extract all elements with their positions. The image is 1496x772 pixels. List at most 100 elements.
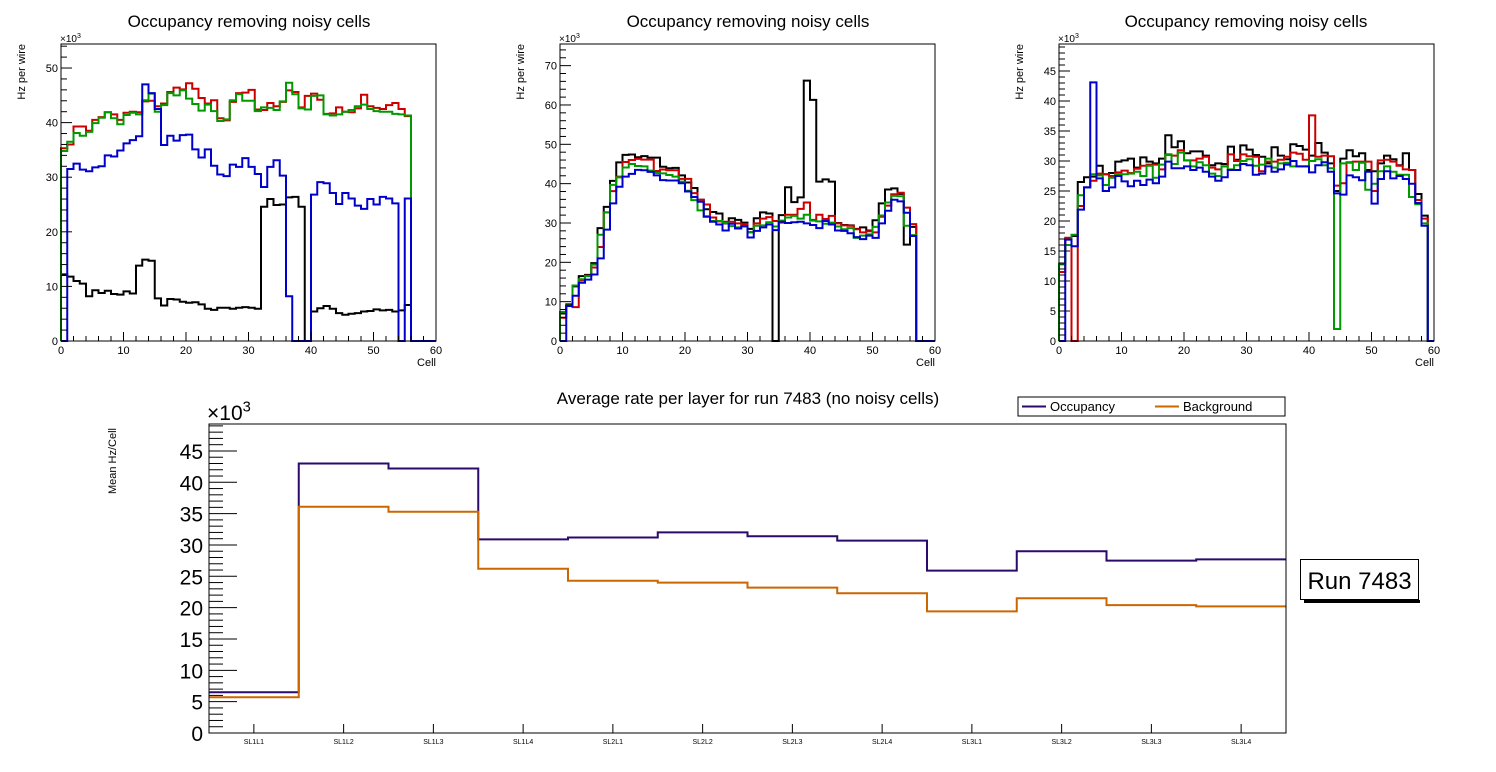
y-tick-label: 45 xyxy=(180,441,203,464)
x-tick-label: 0 xyxy=(1056,345,1062,357)
x-tick-label: SL2L1 xyxy=(603,739,623,746)
y-exponent-label: ×103 xyxy=(1058,33,1079,45)
y-tick-label: 15 xyxy=(180,629,203,652)
y-tick-label: 15 xyxy=(1044,246,1056,258)
x-tick-label: SL2L3 xyxy=(782,739,802,746)
x-tick-label: 0 xyxy=(557,345,563,357)
y-tick-label: 40 xyxy=(46,118,58,130)
x-tick-label: 20 xyxy=(1178,345,1190,357)
y-tick-label: 40 xyxy=(545,179,557,191)
y-tick-label: 60 xyxy=(545,100,557,112)
y-exponent-label: ×103 xyxy=(559,33,580,45)
exponent-power: 3 xyxy=(1075,33,1079,40)
y-tick-label: 5 xyxy=(1050,306,1056,318)
x-tick-label: SL3L2 xyxy=(1052,739,1072,746)
x-tick-label: 40 xyxy=(1303,345,1315,357)
y-tick-label: 0 xyxy=(191,723,203,746)
x-tick-label: SL2L4 xyxy=(872,739,892,746)
x-tick-label: SL1L3 xyxy=(423,739,443,746)
x-tick-label: 40 xyxy=(804,345,816,357)
y-tick-label: 20 xyxy=(1044,216,1056,228)
x-tick-label: SL1L2 xyxy=(334,739,354,746)
y-axis-label: Hz per wire xyxy=(515,44,527,100)
series-layer-black xyxy=(60,195,436,342)
x-tick-label: 50 xyxy=(866,345,878,357)
x-tick-label: 30 xyxy=(242,345,254,357)
y-tick-label: 20 xyxy=(545,257,557,269)
chart-title: Occupancy removing noisy cells xyxy=(128,12,371,31)
y-tick-label: 20 xyxy=(180,598,203,621)
y-exponent-label: ×103 xyxy=(207,400,251,425)
y-tick-label: 25 xyxy=(180,566,203,589)
exponent-power: 3 xyxy=(576,33,580,40)
x-tick-label: 0 xyxy=(58,345,64,357)
y-tick-label: 30 xyxy=(545,218,557,230)
x-tick-label: 60 xyxy=(929,345,941,357)
y-tick-label: 30 xyxy=(46,172,58,184)
x-tick-label: 60 xyxy=(1428,345,1440,357)
y-tick-label: 0 xyxy=(52,336,58,348)
exponent-power: 3 xyxy=(243,400,251,416)
y-tick-label: 40 xyxy=(1044,96,1056,108)
series-layer-blue xyxy=(61,83,436,342)
legend-entry-background: Background xyxy=(1183,399,1252,414)
y-tick-label: 35 xyxy=(1044,126,1056,138)
x-tick-label: SL3L1 xyxy=(962,739,982,746)
x-axis-label: Cell xyxy=(417,357,436,369)
y-tick-label: 40 xyxy=(180,472,203,495)
series-layer-green xyxy=(1058,151,1434,342)
legend: Occupancy Background xyxy=(1017,396,1286,417)
y-tick-label: 10 xyxy=(46,281,58,293)
y-axis-label: Hz per wire xyxy=(16,44,28,100)
y-tick-label: 30 xyxy=(1044,156,1056,168)
y-tick-label: 50 xyxy=(545,139,557,151)
x-tick-label: 10 xyxy=(1115,345,1127,357)
layer-average-panel: Average rate per layer for run 7483 (no … xyxy=(107,389,1420,746)
run-annotation: Run 7483 xyxy=(1300,559,1420,603)
exponent-base: ×10 xyxy=(1058,34,1075,45)
x-tick-label: 20 xyxy=(679,345,691,357)
x-tick-label: 50 xyxy=(1365,345,1377,357)
annotation-box xyxy=(1300,559,1419,600)
series-layer-black xyxy=(559,79,935,342)
x-tick-label: SL1L1 xyxy=(244,739,264,746)
y-tick-label: 45 xyxy=(1044,66,1056,78)
y-tick-label: 0 xyxy=(1050,336,1056,348)
x-tick-label: SL1L4 xyxy=(513,739,533,746)
y-tick-label: 10 xyxy=(1044,276,1056,288)
chart-title: Average rate per layer for run 7483 (no … xyxy=(557,389,939,408)
x-tick-label: 10 xyxy=(117,345,129,357)
x-tick-label: 20 xyxy=(180,345,192,357)
y-tick-label: 70 xyxy=(545,61,557,73)
chart-title: Occupancy removing noisy cells xyxy=(627,12,870,31)
y-exponent-label: ×103 xyxy=(60,33,81,45)
legend-box xyxy=(1017,396,1286,417)
y-axis-label: Hz per wire xyxy=(1014,44,1026,100)
exponent-base: ×10 xyxy=(207,402,243,425)
plot-frame xyxy=(208,423,1287,734)
x-tick-label: 10 xyxy=(616,345,628,357)
x-tick-label: 30 xyxy=(741,345,753,357)
y-tick-label: 10 xyxy=(180,660,203,683)
chart-title: Occupancy removing noisy cells xyxy=(1125,12,1368,31)
y-axis-label: Mean Hz/Cell xyxy=(107,428,119,494)
y-tick-label: 25 xyxy=(1044,186,1056,198)
y-tick-label: 30 xyxy=(180,535,203,558)
series-background xyxy=(209,505,1286,699)
exponent-base: ×10 xyxy=(60,34,77,45)
x-axis-label: Cell xyxy=(916,357,935,369)
legend-entry-occupancy: Occupancy xyxy=(1050,399,1116,414)
x-tick-label: SL3L3 xyxy=(1141,739,1161,746)
y-tick-label: 5 xyxy=(191,692,203,715)
series-layer-blue xyxy=(560,168,935,342)
exponent-base: ×10 xyxy=(559,34,576,45)
y-tick-label: 10 xyxy=(545,297,557,309)
series-layer-green xyxy=(60,81,436,342)
series-layer-blue xyxy=(1059,81,1434,342)
series-occupancy xyxy=(209,462,1286,694)
exponent-power: 3 xyxy=(77,33,81,40)
plot-frame xyxy=(60,43,437,342)
